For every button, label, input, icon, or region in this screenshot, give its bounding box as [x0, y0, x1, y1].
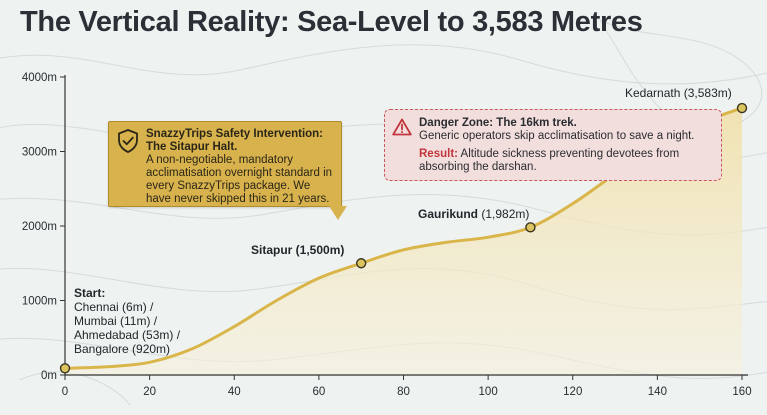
safety-callout-heading-1: SnazzyTrips Safety Intervention: [146, 128, 324, 140]
waypoint-marker [736, 102, 748, 114]
y-tick-label: 3000m [22, 147, 57, 159]
y-tick-label: 0m [41, 370, 57, 382]
shield-check-icon [118, 129, 138, 153]
x-tick-label: 60 [312, 386, 325, 398]
y-tick-label: 2000m [22, 221, 57, 233]
waypoint-marker [59, 363, 71, 374]
x-tick-label: 100 [479, 386, 498, 398]
gaurikund-name: Gaurikund [418, 207, 479, 221]
elevation-area [65, 108, 742, 375]
chart-title: The Vertical Reality: Sea-Level to 3,583… [20, 6, 643, 38]
danger-callout-line: Generic operators skip acclimatisation t… [419, 130, 695, 142]
y-tick-label: 4000m [22, 72, 57, 84]
gaurikund-altitude: (1,982m) [481, 207, 530, 221]
waypoint-marker [525, 222, 536, 233]
safety-callout-body: A non-negotiable, mandatory acclimatisat… [146, 154, 333, 205]
callout-pointer [329, 206, 347, 220]
x-tick-label: 20 [143, 386, 156, 398]
start-city-2: Mumbai (11m) / [74, 314, 158, 328]
safety-intervention-callout: SnazzyTrips Safety Intervention: The Sit… [108, 121, 347, 220]
warning-triangle-icon [392, 118, 412, 136]
start-point-label: Start: Chennai (6m) / Mumbai (11m) / Ahm… [74, 286, 180, 356]
start-city-1: Chennai (6m) / [74, 300, 154, 314]
x-tick-label: 40 [228, 386, 241, 398]
start-label-heading: Start: [74, 286, 106, 300]
x-tick-label: 160 [732, 386, 751, 398]
danger-zone-callout: Danger Zone: The 16km trek. Generic oper… [384, 109, 722, 181]
gaurikund-label: Gaurikund (1,982m) [418, 207, 529, 221]
sitapur-label-text: Sitapur (1,500m) [251, 243, 345, 257]
start-city-4: Bangalore (920m) [74, 342, 171, 356]
x-tick-label: 140 [648, 386, 667, 398]
y-tick-label: 1000m [22, 296, 57, 308]
danger-result-text: Altitude sickness preventing devotees fr… [419, 148, 680, 173]
start-city-3: Ahmedabad (53m) / [74, 328, 181, 342]
kedarnath-label-text: Kedarnath (3,583m) [625, 86, 732, 100]
danger-callout-result: Result: Altitude sickness preventing dev… [419, 148, 713, 174]
sitapur-label: Sitapur (1,500m) [251, 243, 344, 257]
x-tick-label: 80 [397, 386, 410, 398]
danger-callout-heading: Danger Zone: The 16km trek. [419, 117, 577, 129]
safety-callout-heading-2: The Sitapur Halt. [146, 141, 238, 153]
waypoint-marker [355, 258, 367, 269]
danger-result-key: Result: [419, 148, 458, 160]
kedarnath-label: Kedarnath (3,583m) [625, 86, 732, 100]
x-tick-label: 0 [62, 386, 68, 398]
x-tick-label: 120 [563, 386, 582, 398]
